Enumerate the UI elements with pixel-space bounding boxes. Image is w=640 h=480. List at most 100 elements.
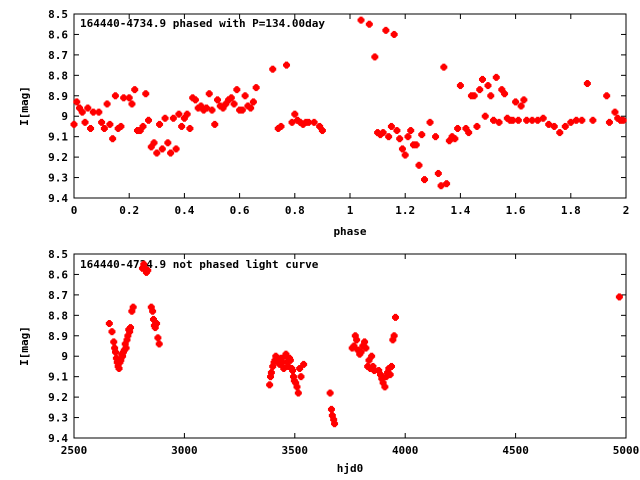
y-axis-label: I[mag]	[18, 86, 31, 126]
data-point-marker-h	[197, 104, 205, 108]
data-points	[70, 16, 627, 190]
chart-title: 164440-4734.9 phased with P=134.00day	[80, 17, 325, 30]
x-tick-label: 0.4	[174, 204, 194, 217]
data-point-marker-h	[178, 124, 186, 128]
data-point-marker-h	[202, 106, 210, 110]
data-point-marker-h	[111, 346, 119, 350]
data-point-marker-h	[512, 100, 520, 104]
data-point-marker-h	[385, 366, 393, 370]
data-point-marker-h	[370, 369, 378, 373]
y-tick-label: 8.7	[48, 289, 68, 302]
data-point-marker-h	[127, 326, 135, 330]
data-point-marker-h	[415, 163, 423, 167]
data-point-marker-h	[73, 100, 81, 104]
data-point-marker-h	[426, 120, 434, 124]
data-point-marker-h	[418, 133, 426, 137]
data-point-marker-h	[282, 352, 290, 356]
data-point-marker-h	[605, 120, 613, 124]
y-tick-label: 8.8	[48, 309, 68, 322]
data-point-marker-h	[164, 141, 172, 145]
y-tick-label: 9.1	[48, 371, 68, 384]
data-point-marker-h	[614, 116, 622, 120]
data-point-marker-h	[249, 100, 257, 104]
data-point-marker-h	[149, 317, 157, 321]
data-point-marker-h	[495, 120, 503, 124]
data-point-marker-h	[108, 330, 116, 334]
x-tick-label: 0.8	[285, 204, 305, 217]
data-point-marker-h	[371, 55, 379, 59]
data-point-marker-h	[366, 366, 374, 370]
x-tick-label: 1.6	[506, 204, 526, 217]
data-point-marker-h	[180, 116, 188, 120]
data-point-marker-h	[283, 360, 291, 364]
data-point-marker-h	[247, 106, 255, 110]
data-point-marker-h	[611, 110, 619, 114]
data-point-marker-h	[161, 116, 169, 120]
data-point-marker-h	[208, 108, 216, 112]
data-point-marker-h	[385, 135, 393, 139]
x-tick-label: 0.6	[230, 204, 250, 217]
data-point-marker-h	[205, 92, 213, 96]
data-point-marker-h	[615, 295, 623, 299]
data-point-marker-h	[578, 118, 586, 122]
data-point-marker-h	[443, 182, 451, 186]
data-point-marker-h	[473, 124, 481, 128]
data-point-marker-h	[76, 106, 84, 110]
x-tick-label: 1.4	[450, 204, 470, 217]
data-point-marker-h	[103, 102, 111, 106]
data-point-marker-h	[369, 364, 377, 368]
y-tick-label: 9.4	[48, 192, 68, 205]
data-point-marker-h	[109, 137, 117, 141]
data-point-marker-h	[89, 110, 97, 114]
data-point-marker-h	[523, 118, 531, 122]
data-point-marker-h	[172, 147, 180, 151]
data-point-marker-h	[98, 120, 106, 124]
plot-frame	[73, 253, 627, 439]
data-point-marker-h	[567, 120, 575, 124]
y-axis-label: I[mag]	[18, 326, 31, 366]
data-point-marker-h	[95, 110, 103, 114]
y-tick-label: 8.5	[48, 8, 68, 21]
data-point-marker-h	[328, 414, 336, 418]
data-point-marker-h	[289, 369, 297, 373]
data-point-marker-h	[284, 364, 292, 368]
data-point-marker-h	[145, 118, 153, 122]
data-point-marker-h	[169, 116, 177, 120]
data-point-marker-h	[365, 22, 373, 26]
data-point-marker-h	[122, 346, 130, 350]
data-point-marker-h	[167, 151, 175, 155]
y-tick-label: 8.6	[48, 28, 68, 41]
data-point-marker-h	[139, 124, 147, 128]
data-point-marker-h	[387, 124, 395, 128]
data-point-marker-h	[517, 104, 525, 108]
data-point-marker-h	[390, 32, 398, 36]
data-point-marker-h	[111, 94, 119, 98]
data-point-marker-h	[327, 407, 335, 411]
data-point-marker-h	[214, 98, 222, 102]
data-point-marker-h	[241, 94, 249, 98]
data-point-marker-h	[158, 147, 166, 151]
data-point-marker-h	[70, 122, 78, 126]
data-point-marker-h	[318, 129, 326, 133]
data-point-marker-h	[296, 120, 304, 124]
y-tick-label: 8.6	[48, 268, 68, 281]
y-tick-label: 9.1	[48, 131, 68, 144]
data-point-marker-h	[117, 358, 125, 362]
data-point-marker-h	[84, 106, 92, 110]
data-point-marker-h	[233, 88, 241, 92]
data-point-marker-h	[191, 98, 199, 102]
y-tick-label: 8.7	[48, 49, 68, 62]
data-point-marker-h	[359, 344, 367, 348]
data-point-marker-h	[266, 383, 274, 387]
data-point-marker-h	[128, 102, 136, 106]
data-point-marker-h	[434, 171, 442, 175]
data-point-marker-h	[389, 338, 397, 342]
data-point-marker-h	[514, 118, 522, 122]
data-point-marker-h	[136, 129, 144, 133]
data-point-marker-h	[126, 330, 134, 334]
data-point-marker-h	[539, 116, 547, 120]
data-point-marker-h	[140, 262, 148, 266]
y-tick-label: 9.3	[48, 412, 68, 425]
data-point-marker-h	[119, 354, 127, 358]
